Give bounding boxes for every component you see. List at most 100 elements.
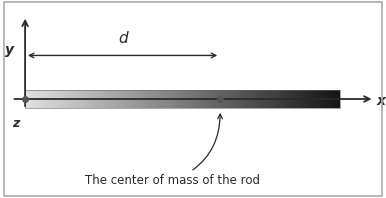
Bar: [62, 90, 63, 108]
Bar: [188, 90, 189, 108]
Bar: [92, 90, 93, 108]
Text: The center of mass of the rod: The center of mass of the rod: [85, 114, 260, 187]
Bar: [283, 90, 284, 108]
Bar: [177, 90, 178, 108]
Bar: [167, 90, 168, 108]
Bar: [101, 90, 102, 108]
Bar: [329, 90, 330, 108]
Bar: [266, 90, 267, 108]
Bar: [168, 90, 169, 108]
Bar: [214, 90, 215, 108]
Bar: [287, 90, 288, 108]
Bar: [260, 90, 261, 108]
Bar: [285, 90, 286, 108]
Bar: [225, 90, 227, 108]
Bar: [330, 90, 331, 108]
Bar: [293, 90, 295, 108]
Bar: [119, 90, 120, 108]
Bar: [327, 90, 328, 108]
Bar: [142, 90, 144, 108]
Bar: [32, 90, 34, 108]
Bar: [235, 90, 236, 108]
Bar: [108, 90, 109, 108]
Bar: [234, 90, 235, 108]
Bar: [290, 90, 291, 108]
Bar: [50, 90, 51, 108]
Bar: [252, 90, 253, 108]
Bar: [237, 90, 238, 108]
Bar: [104, 90, 105, 108]
Bar: [158, 90, 159, 108]
Bar: [81, 90, 82, 108]
Bar: [261, 90, 262, 108]
Bar: [319, 90, 320, 108]
Bar: [84, 90, 85, 108]
Bar: [321, 90, 322, 108]
Bar: [102, 90, 103, 108]
Bar: [100, 90, 101, 108]
Bar: [169, 90, 170, 108]
Bar: [28, 90, 29, 108]
Bar: [60, 90, 61, 108]
Bar: [30, 90, 31, 108]
Point: [22, 97, 28, 101]
Bar: [331, 90, 332, 108]
Bar: [288, 90, 290, 108]
Bar: [241, 90, 242, 108]
Bar: [67, 90, 68, 108]
Bar: [254, 90, 255, 108]
Bar: [128, 90, 129, 108]
Bar: [149, 90, 150, 108]
Bar: [339, 90, 340, 108]
Bar: [132, 90, 133, 108]
Bar: [120, 90, 122, 108]
Bar: [220, 90, 221, 108]
Bar: [42, 90, 43, 108]
Bar: [317, 90, 318, 108]
Bar: [338, 90, 339, 108]
Bar: [179, 90, 180, 108]
Bar: [253, 90, 254, 108]
Bar: [291, 90, 293, 108]
Bar: [138, 90, 139, 108]
Bar: [316, 90, 317, 108]
Bar: [306, 90, 307, 108]
Bar: [47, 90, 48, 108]
Bar: [151, 90, 152, 108]
Bar: [89, 90, 90, 108]
Bar: [54, 90, 56, 108]
Bar: [65, 90, 66, 108]
Bar: [313, 90, 315, 108]
Bar: [44, 90, 45, 108]
Bar: [212, 90, 213, 108]
Bar: [303, 90, 304, 108]
Bar: [64, 90, 65, 108]
Bar: [275, 90, 276, 108]
Bar: [320, 90, 321, 108]
Bar: [37, 90, 38, 108]
Bar: [277, 90, 278, 108]
Bar: [107, 90, 108, 108]
Bar: [139, 90, 141, 108]
Bar: [146, 90, 147, 108]
Bar: [216, 90, 217, 108]
Bar: [281, 90, 282, 108]
Bar: [159, 90, 160, 108]
Bar: [96, 90, 97, 108]
Bar: [90, 90, 91, 108]
Bar: [34, 90, 36, 108]
Bar: [68, 90, 69, 108]
Bar: [26, 90, 27, 108]
Bar: [224, 90, 225, 108]
Bar: [284, 90, 285, 108]
Bar: [183, 90, 185, 108]
Bar: [155, 90, 156, 108]
Bar: [57, 90, 58, 108]
Bar: [174, 90, 175, 108]
Bar: [180, 90, 181, 108]
Text: y: y: [5, 44, 14, 57]
Bar: [307, 90, 308, 108]
Bar: [154, 90, 155, 108]
Bar: [152, 90, 153, 108]
Bar: [110, 90, 111, 108]
